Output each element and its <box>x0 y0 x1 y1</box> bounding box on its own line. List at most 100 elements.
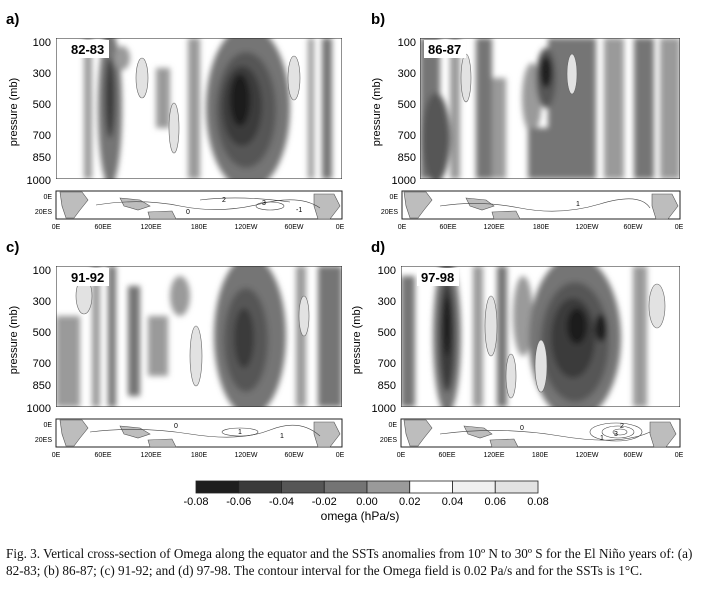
svg-text:180E: 180E <box>532 452 549 459</box>
pressure-ticks-d: 100 300 500 700 850 1000 <box>372 265 396 415</box>
svg-text:0E: 0E <box>398 224 407 231</box>
svg-text:300: 300 <box>378 296 396 308</box>
svg-text:0E: 0E <box>336 224 345 231</box>
colorbar-tick-label: -0.02 <box>312 496 337 508</box>
year-label-box-d <box>417 268 459 286</box>
svg-text:60EE: 60EE <box>438 452 455 459</box>
colorbar-segment <box>366 480 411 494</box>
svg-text:120EW: 120EW <box>576 452 599 459</box>
svg-text:0E: 0E <box>52 224 61 231</box>
panel-d: pressure (mb) 100 300 500 700 850 1000 <box>351 265 684 459</box>
svg-text:20ES: 20ES <box>380 437 397 444</box>
colorbar-ticks: -0.08 -0.06 -0.04 -0.02 0.00 0.02 0.04 0.06 0.08 <box>183 496 548 508</box>
panel-label-b: b) <box>371 11 385 28</box>
sst-label-d1: 3 <box>614 431 618 438</box>
tick-700: 700 <box>33 130 51 142</box>
sst-label-a1: 3 <box>262 200 266 207</box>
panel-label-c: c) <box>6 239 19 256</box>
svg-text:60EW: 60EW <box>623 224 642 231</box>
svg-text:60EW: 60EW <box>284 452 303 459</box>
year-label-box-c <box>67 268 109 286</box>
colorbar-segment <box>323 480 368 494</box>
svg-text:0E: 0E <box>52 452 61 459</box>
svg-text:100: 100 <box>398 37 416 49</box>
sst-map-c: 0 1 1 0E 20ES <box>35 418 343 448</box>
lat-tick-20s: 20ES <box>35 209 52 216</box>
svg-text:120EW: 120EW <box>235 452 258 459</box>
svg-text:300: 300 <box>33 296 51 308</box>
svg-text:850: 850 <box>398 152 416 164</box>
sst-label-a2: 0 <box>186 209 190 216</box>
svg-text:0E: 0E <box>43 422 52 429</box>
svg-text:100: 100 <box>378 265 396 277</box>
lon-ticks-a: 0E 60EE 120EE 180E 120EW 60EW 0E <box>52 224 345 231</box>
y-axis-label-a: pressure (mb) <box>8 78 20 146</box>
omega-plot-b <box>420 38 680 179</box>
sst-label-b0: 1 <box>576 201 580 208</box>
colorbar-tick-label: 0.04 <box>442 496 463 508</box>
panel-c: pressure (mb) 100 300 500 700 850 1000 <box>8 265 345 459</box>
svg-text:60EE: 60EE <box>439 224 456 231</box>
figure-caption: Fig. 3. Vertical cross-section of Omega … <box>6 546 693 578</box>
tick-1000: 1000 <box>27 175 51 187</box>
colorbar-tick-label: 0.00 <box>356 496 377 508</box>
svg-text:120EW: 120EW <box>235 224 258 231</box>
svg-text:0E: 0E <box>675 224 684 231</box>
panel-label-d: d) <box>371 239 385 256</box>
sst-label-a0: 2 <box>222 197 226 204</box>
y-axis-label-b: pressure (mb) <box>371 78 383 146</box>
svg-text:120EE: 120EE <box>140 224 161 231</box>
colorbar-tick-label: 0.02 <box>399 496 420 508</box>
sst-map-a: 2 3 0 -1 0E 20ES <box>35 190 343 220</box>
colorbar-segment <box>452 480 496 494</box>
figure: a) b) c) d) pressure (mb) 100 300 500 70… <box>6 11 684 523</box>
tick-850: 850 <box>33 152 51 164</box>
pressure-ticks-c: 100 300 500 700 850 1000 <box>27 265 51 415</box>
colorbar-tick-label: -0.04 <box>269 496 294 508</box>
svg-text:120EE: 120EE <box>483 452 504 459</box>
svg-text:60EE: 60EE <box>94 224 111 231</box>
svg-text:1000: 1000 <box>372 403 396 415</box>
svg-text:60EE: 60EE <box>94 452 111 459</box>
svg-text:120EE: 120EE <box>140 452 161 459</box>
svg-text:180E: 180E <box>533 224 550 231</box>
svg-text:60EW: 60EW <box>284 224 303 231</box>
tick-100: 100 <box>33 37 51 49</box>
sst-label-c0: 0 <box>174 423 178 430</box>
sst-label-d0: 2 <box>620 423 624 430</box>
pressure-ticks-b: 100 300 500 700 850 1000 <box>392 37 416 187</box>
tick-300: 300 <box>33 68 51 80</box>
colorbar-segment <box>195 480 240 494</box>
svg-text:850: 850 <box>378 380 396 392</box>
y-axis-label-d: pressure (mb) <box>351 306 363 374</box>
svg-text:500: 500 <box>33 327 51 339</box>
svg-text:180E: 180E <box>191 224 208 231</box>
svg-text:180E: 180E <box>191 452 208 459</box>
svg-text:0E: 0E <box>397 452 406 459</box>
svg-text:20ES: 20ES <box>381 209 398 216</box>
omega-plot-c <box>56 266 342 407</box>
colorbar-segment <box>494 480 539 494</box>
year-label-box-b <box>424 40 466 58</box>
lat-tick-0: 0E <box>43 194 52 201</box>
svg-text:120EW: 120EW <box>576 224 599 231</box>
svg-text:300: 300 <box>398 68 416 80</box>
tick-500: 500 <box>33 99 51 111</box>
colorbar-tick-label: 0.08 <box>527 496 548 508</box>
lon-ticks-c: 0E 60EE 120EE 180E 120EW 60EW 0E <box>52 452 345 459</box>
sst-label-a3: -1 <box>296 207 302 214</box>
sst-label-c1: 1 <box>238 429 242 436</box>
svg-text:120EE: 120EE <box>483 224 504 231</box>
omega-plot-a <box>56 38 342 179</box>
svg-text:100: 100 <box>33 265 51 277</box>
svg-text:0E: 0E <box>388 422 397 429</box>
colorbar <box>195 480 539 494</box>
colorbar-segment <box>238 480 282 494</box>
sst-map-d: 2 3 1 0 0E 20ES <box>380 418 681 448</box>
svg-text:1000: 1000 <box>392 175 416 187</box>
colorbar-tick-label: 0.06 <box>485 496 506 508</box>
svg-text:500: 500 <box>378 327 396 339</box>
svg-text:20ES: 20ES <box>35 437 52 444</box>
year-label-a: 82-83 <box>71 42 104 57</box>
omega-plot-d <box>401 266 680 407</box>
